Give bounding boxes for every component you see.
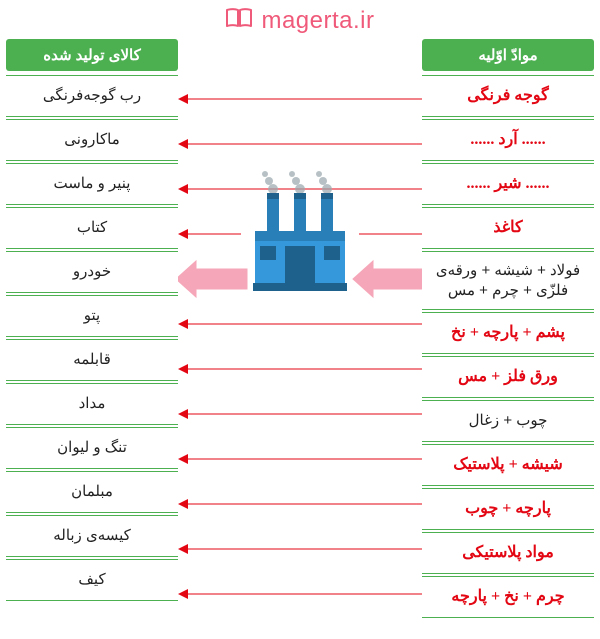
raw-materials-column: موادّ اوّلیه گوجه فرنگی...... آرد ......… <box>422 39 594 618</box>
product-cell: مداد <box>6 383 178 425</box>
arrows-layer <box>178 39 422 639</box>
products-column: کالای تولید شده رب گوجه‌فرنگیماکارونیپنی… <box>6 39 178 618</box>
raw-header: موادّ اوّلیه <box>422 39 594 71</box>
product-cell: قابلمه <box>6 339 178 381</box>
brand-header: magerta.ir <box>0 0 600 39</box>
product-cell: کیسه‌ی زباله <box>6 515 178 557</box>
product-rows: رب گوجه‌فرنگیماکارونیپنیر و ماستکتابخودر… <box>6 71 178 601</box>
raw-cell: کاغذ <box>422 207 594 249</box>
product-cell: پنیر و ماست <box>6 163 178 205</box>
product-cell: پتو <box>6 295 178 337</box>
raw-cell: پشم + پارچه + نخ <box>422 312 594 354</box>
product-cell: ماکارونی <box>6 119 178 161</box>
raw-cell: ورق فلز + مس <box>422 356 594 398</box>
raw-cell: مواد پلاستیکی <box>422 532 594 574</box>
raw-cell: شیشه + پلاستیک <box>422 444 594 486</box>
middle-area <box>178 39 422 618</box>
raw-cell: ...... آرد ...... <box>422 119 594 161</box>
factory-icon <box>245 171 355 296</box>
raw-cell: فولاد + شیشه + ورقه‌ی فلزّی + چرم + مس <box>422 251 594 310</box>
raw-cell: چوب + زغال <box>422 400 594 442</box>
brand-name: magerta.ir <box>261 7 374 35</box>
product-header: کالای تولید شده <box>6 39 178 71</box>
product-cell: تنگ و لیوان <box>6 427 178 469</box>
raw-cell: چرم + نخ + پارچه <box>422 576 594 618</box>
book-icon <box>225 6 253 35</box>
product-cell: کتاب <box>6 207 178 249</box>
raw-cell: ...... شیر ...... <box>422 163 594 205</box>
raw-cell: پارچه + چوب <box>422 488 594 530</box>
raw-rows: گوجه فرنگی...... آرد ............ شیر ..… <box>422 71 594 618</box>
raw-cell: گوجه فرنگی <box>422 75 594 117</box>
product-cell: کیف <box>6 559 178 601</box>
content: موادّ اوّلیه گوجه فرنگی...... آرد ......… <box>0 39 600 618</box>
product-cell: رب گوجه‌فرنگی <box>6 75 178 117</box>
product-cell: مبلمان <box>6 471 178 513</box>
product-cell: خودرو <box>6 251 178 293</box>
